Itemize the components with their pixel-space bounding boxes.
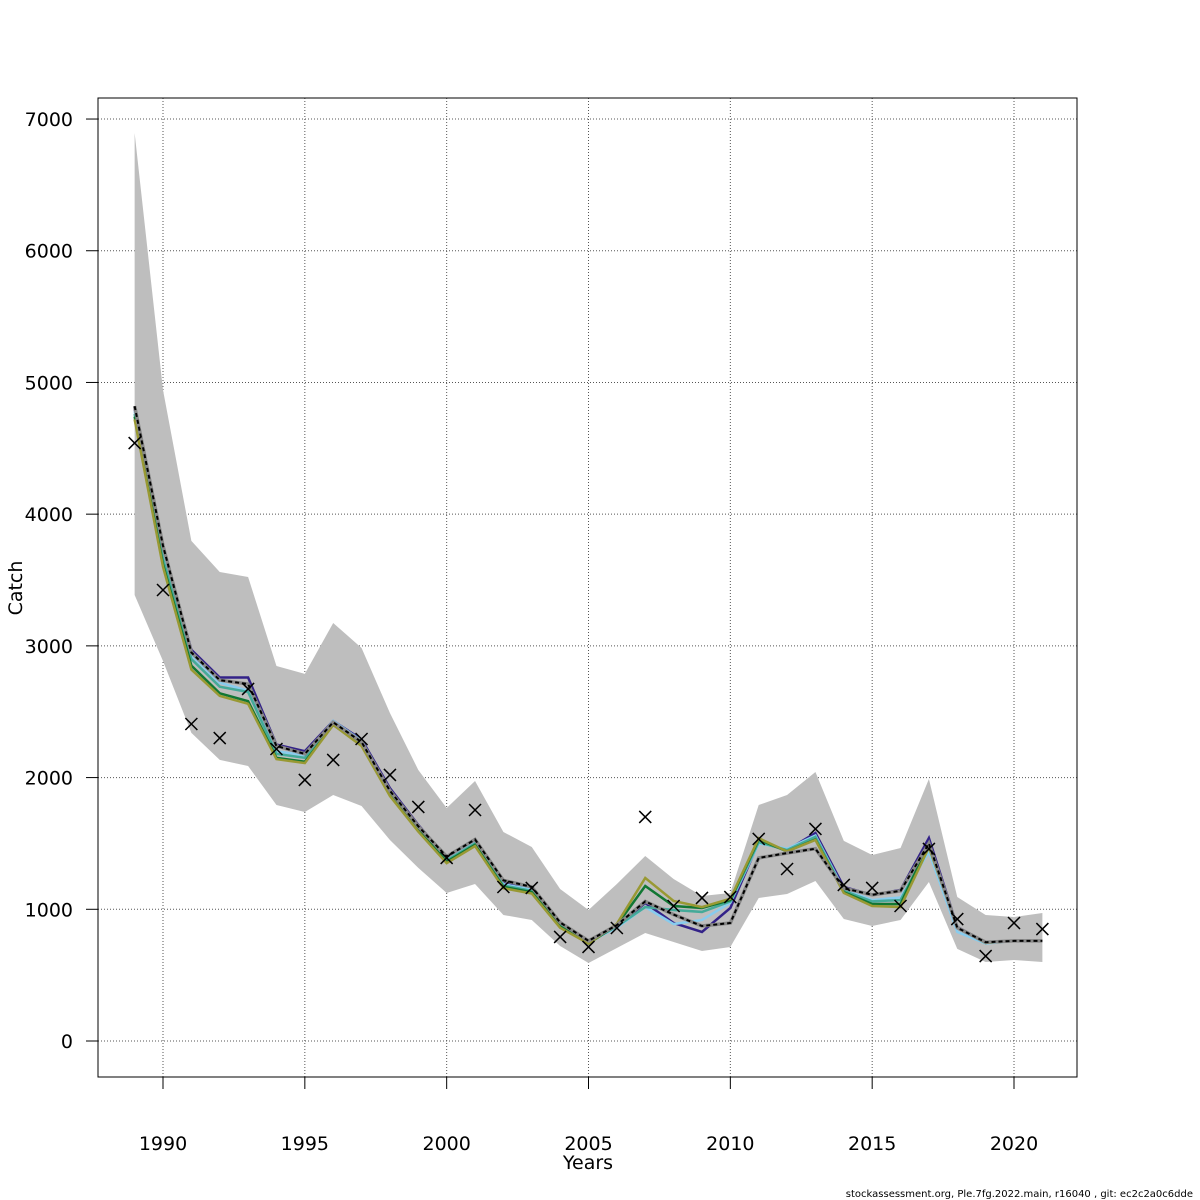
observed-point xyxy=(241,682,255,696)
estimate-line xyxy=(133,405,1043,944)
observed-point xyxy=(553,930,567,944)
observed-point xyxy=(752,832,766,846)
observed-point xyxy=(355,732,369,746)
observed-point xyxy=(950,912,964,926)
footer-text: stockassessment.org, Ple.7fg.2022.main, … xyxy=(846,1189,1193,1200)
retro-5-line xyxy=(133,419,1015,946)
observed-point xyxy=(468,803,482,817)
observed-point xyxy=(128,436,142,450)
observed-point xyxy=(298,773,312,787)
x-tick-label: 1990 xyxy=(139,1133,187,1155)
observed-point xyxy=(865,881,879,895)
observed-point xyxy=(440,851,454,865)
observed-point xyxy=(723,890,737,904)
observed-point xyxy=(695,891,709,905)
x-tick-label: 2000 xyxy=(422,1133,470,1155)
observed-point xyxy=(383,768,397,782)
y-tick-label: 4000 xyxy=(25,504,73,526)
observed-point xyxy=(1007,916,1021,930)
y-tick-label: 6000 xyxy=(25,241,73,263)
observed-point xyxy=(1035,922,1049,936)
observed-point xyxy=(184,717,198,731)
observed-point xyxy=(894,899,908,913)
observed-point xyxy=(411,800,425,814)
confidence-band-layer xyxy=(134,132,1043,964)
observed-point xyxy=(326,753,340,767)
observed-points xyxy=(128,436,1049,963)
confidence-band xyxy=(134,132,1043,964)
y-tick-label: 3000 xyxy=(25,636,73,658)
grid xyxy=(98,98,1077,1077)
y-tick-label: 5000 xyxy=(25,372,73,394)
plot-box xyxy=(97,97,1078,1078)
observed-point xyxy=(581,940,596,954)
y-axis-title: Catch xyxy=(5,561,27,616)
x-tick-label: 1995 xyxy=(281,1133,329,1155)
observed-point xyxy=(213,731,227,745)
x-axis-title: Years xyxy=(562,1152,613,1174)
observed-point xyxy=(496,880,510,894)
observed-point xyxy=(156,583,170,597)
y-tick-label: 0 xyxy=(61,1031,73,1053)
x-tick-label: 2010 xyxy=(706,1133,754,1155)
observed-point xyxy=(269,742,283,756)
observed-point xyxy=(638,810,652,824)
observed-point xyxy=(610,921,624,935)
axes: 1990 1995 2000 2005 2010 2015 2020 0 1000 2000 300… xyxy=(25,109,1039,1155)
observed-point xyxy=(667,899,681,913)
observed-point xyxy=(837,878,851,892)
y-tick-label: 7000 xyxy=(25,109,73,131)
x-tick-label: 2005 xyxy=(564,1133,612,1155)
observed-point xyxy=(780,862,794,876)
x-tick-label: 2020 xyxy=(990,1133,1038,1155)
observed-point xyxy=(979,949,993,963)
observed-point xyxy=(808,822,822,836)
observed-point xyxy=(525,881,539,895)
observed-point xyxy=(922,842,936,856)
y-tick-label: 2000 xyxy=(25,768,73,790)
y-tick-label: 1000 xyxy=(25,899,73,921)
x-tick-label: 2015 xyxy=(848,1133,896,1155)
